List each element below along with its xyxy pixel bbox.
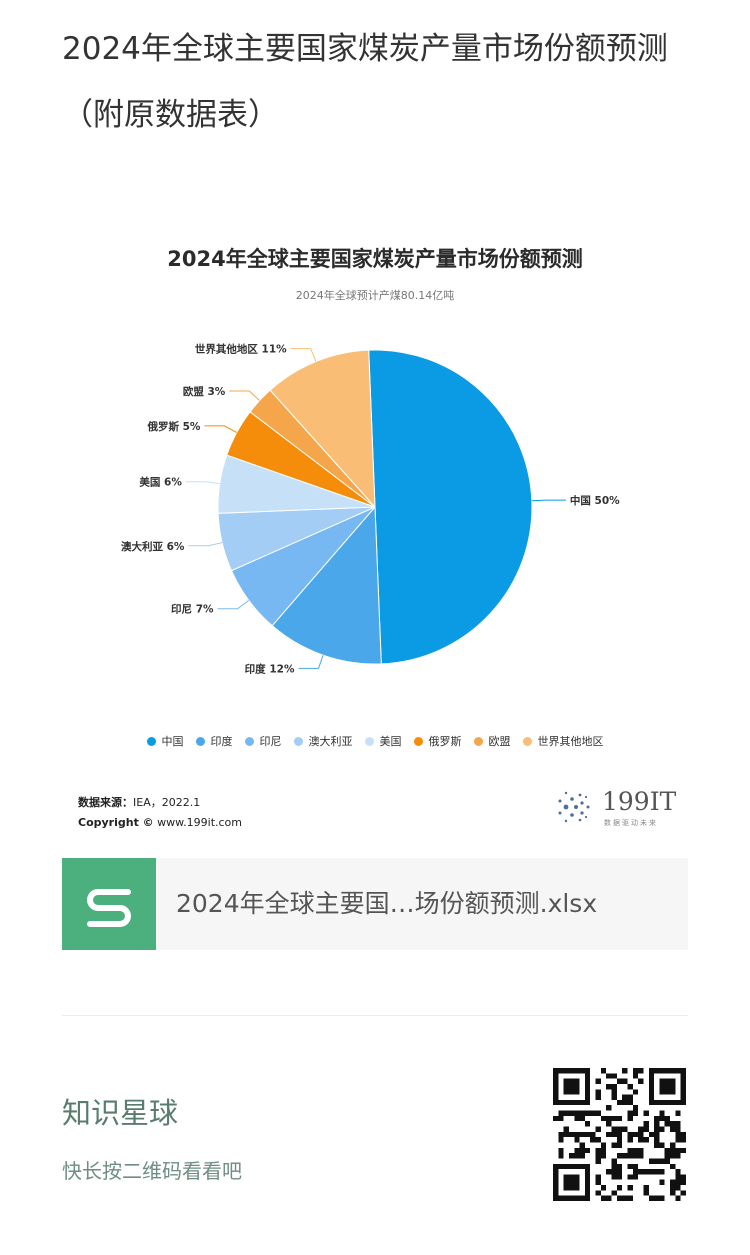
spreadsheet-s-icon <box>62 858 156 950</box>
pie-data-label-0: 中国 50% <box>570 494 620 507</box>
legend-label-7: 世界其他地区 <box>537 735 604 748</box>
legend-label-5: 俄罗斯 <box>428 735 462 748</box>
qr-code[interactable] <box>553 1068 686 1201</box>
chart-subtitle: 2024年全球预计产煤80.14亿吨 <box>295 289 455 302</box>
pie-slice-7 <box>269 349 376 509</box>
copyright-label: Copyright © <box>78 816 154 829</box>
pie-slice-0 <box>368 349 533 665</box>
pie-leader-line-6 <box>229 390 260 401</box>
chart-legend: 中国 印度 印尼 澳大利亚 美国 俄罗斯 欧盟 世界其他地区 <box>62 733 688 749</box>
pie-data-label-6: 欧盟 3% <box>183 385 226 398</box>
pie-leader-line-0 <box>531 499 566 502</box>
brand-tagline: 数据驱动未来 <box>604 819 658 827</box>
legend-item-2: 印尼 <box>244 733 282 749</box>
legend-item-3: 澳大利亚 <box>293 733 353 749</box>
brand-logo-icon <box>558 791 590 823</box>
community-hint: 快长按二维码看看吧 <box>62 1159 242 1183</box>
pie-data-label-1: 印度 12% <box>245 662 295 675</box>
divider <box>62 1015 688 1016</box>
brand-name: 199IT <box>602 787 677 816</box>
file-name[interactable]: 2024年全球主要国…场份额预测.xlsx <box>176 889 598 918</box>
pie-data-label-5: 俄罗斯 5% <box>146 420 200 433</box>
pie-chart: 中国 50% 印度 12% 印尼 7% 澳大利亚 6% 美国 6% 俄罗斯 5% 欧盟 3%… <box>121 343 620 676</box>
chart-card: 2024年全球主要国家煤炭产量市场份额预测 2024年全球预计产煤80.14亿吨… <box>62 215 688 845</box>
source-block: 数据来源：IEA，2022.1 Copyright © www.199it.co… <box>78 793 242 833</box>
legend-label-0: 中国 <box>161 735 184 748</box>
pie-leader-line-7 <box>290 348 317 362</box>
legend-swatch-4 <box>364 736 374 746</box>
legend-item-5: 俄罗斯 <box>413 733 462 749</box>
legend-swatch-5 <box>413 736 423 746</box>
pie-data-label-4: 美国 6% <box>139 476 182 489</box>
copyright-value: www.199it.com <box>157 816 243 829</box>
legend-item-1: 印度 <box>195 733 233 749</box>
legend-label-2: 印尼 <box>259 735 282 748</box>
legend-swatch-0 <box>146 736 156 746</box>
chart-title: 2024年全球主要国家煤炭产量市场份额预测 <box>167 247 583 271</box>
source-value: IEA，2022.1 <box>133 796 201 809</box>
pie-data-label-2: 印尼 7% <box>171 604 214 616</box>
legend-item-6: 欧盟 <box>473 733 511 749</box>
legend-swatch-3 <box>293 736 303 746</box>
legend-swatch-7 <box>522 736 532 746</box>
pie-leader-line-1 <box>298 655 324 669</box>
legend-swatch-1 <box>195 736 205 746</box>
pie-leader-line-3 <box>188 542 223 547</box>
pie-leader-line-5 <box>204 425 238 434</box>
legend-item-0: 中国 <box>146 733 184 749</box>
legend-swatch-6 <box>473 736 483 746</box>
pie-leader-line-2 <box>217 599 250 610</box>
legend-label-1: 印度 <box>210 735 233 748</box>
legend-item-7: 世界其他地区 <box>522 733 604 749</box>
legend-swatch-2 <box>244 736 254 746</box>
pie-data-label-7: 世界其他地区 11% <box>195 343 287 356</box>
file-attachment[interactable]: 2024年全球主要国…场份额预测.xlsx <box>62 858 688 950</box>
page-title: 2024年全球主要国家煤炭产量市场份额预测（附原数据表） <box>62 31 668 133</box>
pie-data-label-3: 澳大利亚 6% <box>121 540 185 553</box>
source-label: 数据来源： <box>78 796 133 809</box>
legend-label-6: 欧盟 <box>488 735 511 748</box>
legend-item-4: 美国 <box>364 733 402 749</box>
community-name: 知识星球 <box>62 1096 179 1130</box>
pie-leader-line-4 <box>185 481 220 485</box>
legend-label-3: 澳大利亚 <box>308 735 353 748</box>
legend-label-4: 美国 <box>379 735 402 748</box>
